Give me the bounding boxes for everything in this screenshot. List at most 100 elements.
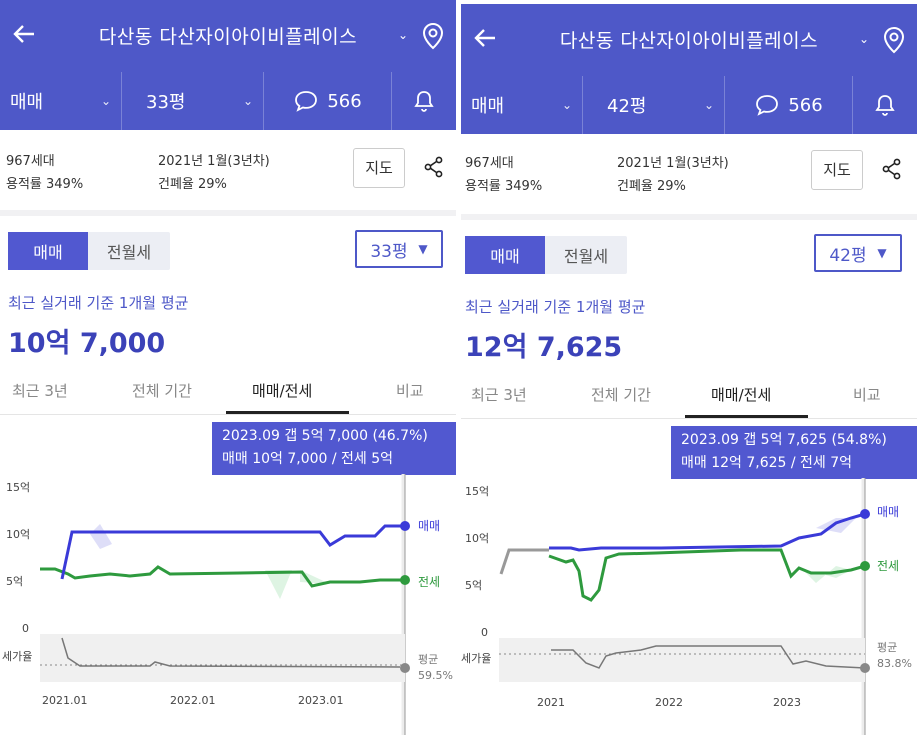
sale-endpoint-dot: [400, 521, 410, 531]
jeonse-endpoint-dot: [400, 575, 410, 585]
chevron-down-icon: ⌄: [703, 98, 714, 112]
x-tick-label: 2023: [773, 696, 801, 709]
average-price: 12억 7,625: [465, 332, 623, 363]
subtab-all-period[interactable]: 전체 기간: [132, 382, 192, 400]
back-arrow-icon[interactable]: [12, 22, 36, 46]
area-dropdown[interactable]: 33평 ▼: [355, 230, 443, 268]
sale-series-line: [60, 524, 405, 580]
building-coverage-text: 건폐율 29%: [617, 179, 686, 194]
subtab-compare[interactable]: 비교: [396, 382, 424, 400]
share-icon[interactable]: [882, 158, 902, 180]
toggle-rent[interactable]: 전월세: [106, 243, 152, 262]
area-dropdown-label: 42평: [829, 245, 867, 266]
area-label: 33평: [146, 92, 186, 113]
sale-range-shade: [90, 524, 112, 549]
area-label: 42평: [607, 96, 647, 117]
location-pin-icon[interactable]: [883, 26, 905, 54]
households-text: 967세대: [6, 154, 55, 169]
legend-jeonse: 전세: [877, 559, 899, 573]
ratio-band: [40, 634, 405, 682]
sale-rent-toggle: 매매 전월세: [8, 232, 170, 270]
back-arrow-icon[interactable]: [473, 26, 497, 50]
ratio-label: 세가율: [461, 652, 491, 665]
tooltip-price-line: 매매 10억 7,000 / 전세 5억: [222, 451, 394, 467]
toggle-sale[interactable]: 매매: [465, 236, 545, 274]
y-tick-label: 0: [22, 622, 29, 635]
notification-button[interactable]: [392, 72, 456, 130]
ratio-series-line: [551, 645, 866, 669]
chevron-down-icon[interactable]: ⌄: [397, 28, 408, 42]
map-button[interactable]: 지도: [353, 148, 405, 188]
notification-button[interactable]: [853, 76, 917, 134]
price-chart[interactable]: 15억 10억 5억 0 세가율 평균 59.5% 매매 전세 2021.01 …: [0, 474, 456, 735]
trade-type-selector[interactable]: 매매 ⌄: [461, 76, 583, 134]
toggle-sale[interactable]: 매매: [8, 232, 88, 270]
tooltip-gap-line: 2023.09 갭 5억 7,625 (54.8%): [681, 432, 887, 448]
legend-sale: 매매: [877, 505, 899, 519]
x-tick-label: 2021.01: [42, 694, 88, 707]
trade-type-label: 매매: [10, 92, 44, 113]
share-icon[interactable]: [424, 156, 444, 178]
active-tab-indicator: [685, 415, 808, 418]
divider: [461, 418, 917, 419]
y-tick-label: 0: [481, 626, 488, 639]
ratio-series-line: [61, 637, 401, 668]
toggle-rent[interactable]: 전월세: [563, 247, 609, 266]
price-chart[interactable]: 15억 10억 5억 0 세가율 평균 83.8% 매매 전세 2021 202…: [461, 478, 917, 735]
chevron-down-icon: ⌄: [242, 94, 253, 108]
legend-sale: 매매: [418, 519, 440, 533]
filter-tabbar: 매매 ⌄ 42평 ⌄ 566: [461, 76, 917, 134]
avg-label: 평균: [418, 653, 438, 666]
tooltip-gap-line: 2023.09 갭 5억 7,000 (46.7%): [222, 428, 428, 444]
comments-button[interactable]: 566: [264, 72, 392, 130]
y-tick-label: 15억: [465, 485, 489, 498]
area-selector[interactable]: 33평 ⌄: [122, 72, 264, 130]
app-header: 다산동 다산자이아이비플레이스 ⌄: [461, 4, 917, 76]
avg-value: 59.5%: [418, 669, 453, 682]
subtab-recent-3y[interactable]: 최근 3년: [471, 386, 527, 404]
completion-date-text: 2021년 1월(3년차): [617, 156, 729, 171]
chart-tooltip: 2023.09 갭 5억 7,000 (46.7%) 매매 10억 7,000 …: [212, 422, 456, 475]
floor-area-ratio-text: 용적률 349%: [465, 179, 543, 194]
comments-button[interactable]: 566: [725, 76, 853, 134]
chevron-down-icon: ⌄: [100, 94, 111, 108]
past-price-line: [499, 548, 549, 575]
apartment-title[interactable]: 다산동 다산자이아이비플레이스: [559, 30, 819, 52]
subtab-sale-jeonse[interactable]: 매매/전세: [711, 386, 772, 404]
map-button[interactable]: 지도: [811, 150, 863, 190]
households-text: 967세대: [465, 156, 514, 171]
trade-type-selector[interactable]: 매매 ⌄: [0, 72, 122, 130]
subtab-all-period[interactable]: 전체 기간: [591, 386, 651, 404]
avg-value: 83.8%: [877, 657, 912, 670]
sale-endpoint-dot: [860, 509, 870, 519]
y-tick-label: 10억: [465, 532, 489, 545]
subtab-sale-jeonse[interactable]: 매매/전세: [252, 382, 313, 400]
speech-bubble-icon: [295, 91, 318, 112]
floor-area-ratio-text: 용적률 349%: [6, 177, 84, 192]
y-tick-label: 10억: [6, 528, 30, 541]
subtab-compare[interactable]: 비교: [853, 386, 881, 404]
location-pin-icon[interactable]: [422, 22, 444, 50]
subtab-recent-3y[interactable]: 최근 3년: [12, 382, 68, 400]
y-tick-label: 5억: [465, 579, 482, 592]
ratio-label: 세가율: [2, 650, 32, 663]
sale-series-line: [549, 512, 866, 552]
area-dropdown[interactable]: 42평 ▼: [814, 234, 902, 272]
x-tick-label: 2023.01: [298, 694, 344, 707]
ratio-endpoint-dot: [400, 663, 410, 673]
apartment-title[interactable]: 다산동 다산자이아이비플레이스: [98, 26, 358, 48]
period-subtabs: 최근 3년 전체 기간 매매/전세 비교: [0, 374, 456, 412]
area-dropdown-label: 33평: [370, 241, 408, 262]
jeonse-range-shade: [265, 570, 292, 599]
tooltip-price-line: 매매 12억 7,625 / 전세 7억: [681, 455, 853, 471]
avg-label: 평균: [877, 641, 897, 654]
area-selector[interactable]: 42평 ⌄: [583, 76, 725, 134]
sale-rent-toggle: 매매 전월세: [465, 236, 627, 274]
period-subtabs: 최근 3년 전체 기간 매매/전세 비교: [461, 378, 917, 416]
y-tick-label: 15억: [6, 481, 30, 494]
right-panel: 다산동 다산자이아이비플레이스 ⌄ 매매 ⌄ 42평 ⌄ 566 967세대 용적률…: [461, 0, 917, 735]
left-panel: 다산동 다산자이아이비플레이스 ⌄ 매매 ⌄ 33평 ⌄ 566 967세대 용적률…: [0, 0, 456, 735]
comment-count: 566: [327, 90, 362, 112]
chevron-down-icon[interactable]: ⌄: [858, 32, 869, 46]
recent-average-label: 최근 실거래 기준 1개월 평균: [8, 294, 189, 312]
